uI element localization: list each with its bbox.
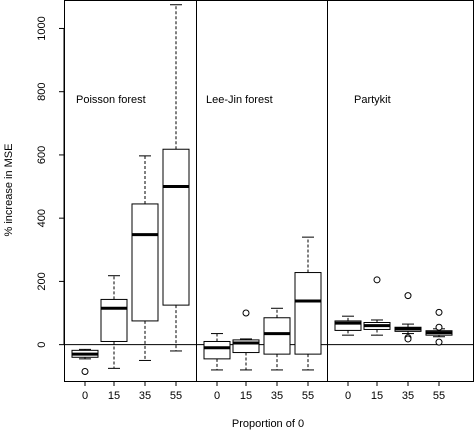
box-group [71,348,99,376]
x-tick-label: 15 [240,390,252,402]
box-group [425,308,453,346]
y-tick-label: 200 [36,272,48,290]
box-iqr [100,298,128,342]
box-iqr [294,272,322,355]
panel-lee-jin-forest: Lee-Jin forest [203,94,322,371]
outlier-point [81,368,89,376]
box-group [363,276,391,336]
panel-label: Lee-Jin forest [206,94,273,106]
box-group [203,333,231,371]
box-iqr [162,148,190,306]
x-tick-label: 35 [402,390,414,402]
x-tick-label: 55 [433,390,445,402]
x-tick-label: 0 [82,390,88,402]
box-group [394,292,422,343]
outlier-point [435,338,443,346]
y-tick-label: 800 [36,83,48,101]
x-tick-label: 0 [214,390,220,402]
outlier-point [435,323,443,331]
outlier-point [404,292,412,300]
y-tick-label: 1000 [36,16,48,40]
panel-poisson-forest: Poisson forest [71,4,190,376]
box-iqr [131,203,159,322]
y-axis-label: % increase in MSE [3,144,15,237]
panel-partykit: Partykit [334,94,453,346]
box-group [100,275,128,369]
panel-label: Partykit [354,94,391,106]
box-group [232,309,260,371]
box-iqr [263,317,291,355]
x-tick-label: 15 [108,390,120,402]
outlier-point [373,276,381,284]
box-group [263,307,291,371]
x-tick-label: 55 [170,390,182,402]
x-tick-label: 35 [271,390,283,402]
box-iqr [203,340,231,360]
x-tick-label: 0 [345,390,351,402]
panel-label: Poisson forest [76,94,146,106]
box-iqr [334,320,362,331]
box-group [162,4,190,352]
x-tick-label: 15 [371,390,383,402]
y-tick-label: 600 [36,146,48,164]
box-group [334,315,362,336]
x-tick-label: 55 [302,390,314,402]
box-group [131,155,159,361]
box-group [294,236,322,371]
outlier-point [242,309,250,317]
x-axis-label: Proportion of 0 [232,418,304,430]
x-tick-label: 35 [139,390,151,402]
y-tick-label: 400 [36,209,48,227]
y-tick-label: 0 [36,342,48,348]
outlier-point [435,308,443,316]
outlier-point [404,335,412,343]
